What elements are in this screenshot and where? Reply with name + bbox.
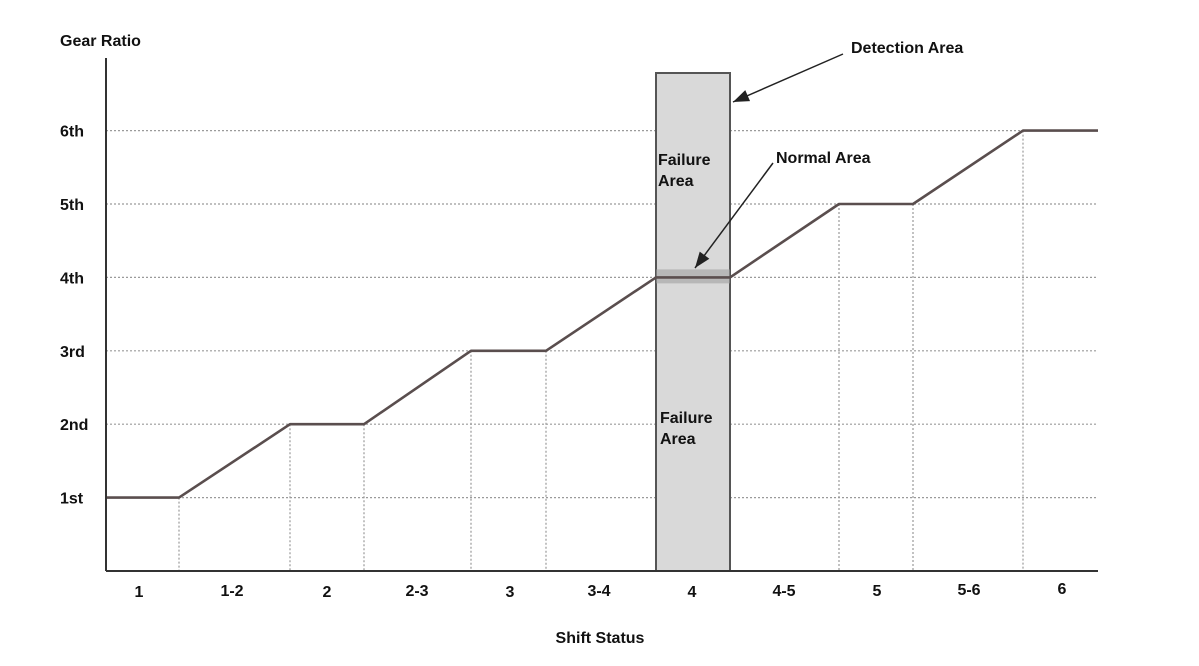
gear-ratio-line <box>106 129 1098 499</box>
label-layer: 1st 2nd 3rd 4th 5th 6th 1 1-2 2 2-3 3 3-4 4 4-5 5 5-6 6 G… <box>60 33 1067 647</box>
x-tick-1-2: 1-2 <box>220 583 243 600</box>
grid-layer <box>106 130 1098 571</box>
x-tick-5: 5 <box>873 583 882 600</box>
gear-ratio-line-layer <box>106 129 1098 499</box>
x-tick-2: 2 <box>323 584 332 601</box>
y-tick-3rd: 3rd <box>60 344 85 361</box>
x-tick-5-6: 5-6 <box>957 582 980 599</box>
failure-area-lower-line2: Area <box>660 431 696 448</box>
y-tick-5th: 5th <box>60 197 84 214</box>
x-tick-3: 3 <box>506 584 515 601</box>
y-tick-1st: 1st <box>60 491 84 508</box>
detection-area-arrow-shaft <box>732 53 844 103</box>
axis-layer <box>105 58 1098 572</box>
detection-area-band <box>655 72 731 572</box>
detection-band-layer <box>655 72 731 572</box>
detection-area-arrow-head <box>733 90 751 102</box>
x-tick-3-4: 3-4 <box>587 583 610 600</box>
failure-area-lower-line1: Failure <box>660 410 713 427</box>
y-tick-2nd: 2nd <box>60 417 88 434</box>
detection-area-arrow <box>732 53 844 103</box>
normal-area-label: Normal Area <box>776 150 871 167</box>
y-axis-label: Gear Ratio <box>60 33 141 50</box>
y-tick-4th: 4th <box>60 270 84 287</box>
x-tick-6: 6 <box>1058 581 1067 598</box>
failure-area-upper-line2: Area <box>658 173 694 190</box>
x-tick-4: 4 <box>688 584 697 601</box>
normal-area-arrow <box>694 162 774 269</box>
x-axis-label: Shift Status <box>556 630 645 647</box>
x-tick-2-3: 2-3 <box>405 583 428 600</box>
detection-area-label: Detection Area <box>851 40 963 57</box>
normal-area-arrow-shaft <box>694 162 774 269</box>
x-tick-1: 1 <box>135 584 144 601</box>
normal-area-arrow-head <box>695 251 710 268</box>
x-tick-4-5: 4-5 <box>772 583 795 600</box>
failure-area-upper-line1: Failure <box>658 152 711 169</box>
y-tick-6th: 6th <box>60 124 84 141</box>
